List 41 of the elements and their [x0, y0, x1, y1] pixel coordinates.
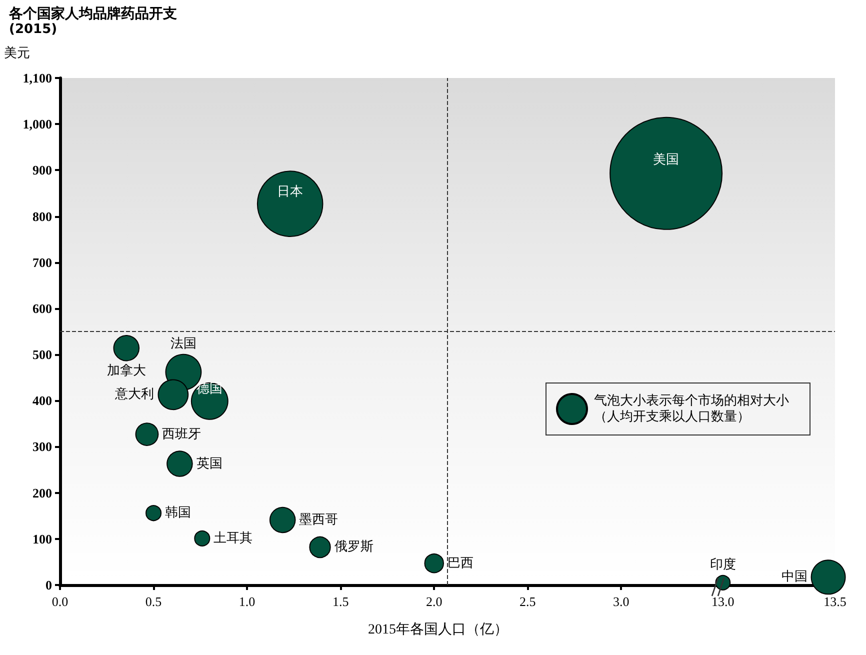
- annotation: 西班牙: [162, 426, 202, 442]
- chart-title: 各个国家人均品牌药品开支: [8, 5, 177, 22]
- x-tick-label: 1.0: [238, 594, 256, 609]
- y-tick-label: 0: [46, 578, 52, 592]
- annotation: 德国: [196, 382, 223, 397]
- y-tick-label: 1,100: [22, 70, 52, 86]
- y-tick-label: 300: [32, 439, 52, 454]
- x-tick-label: 0.5: [145, 594, 162, 609]
- y-tick-label: 900: [32, 162, 52, 178]
- annotation: 中国: [781, 570, 808, 585]
- x-tick-label: 13.0: [712, 594, 734, 609]
- annotation: 日本: [277, 184, 304, 200]
- annotation: 意大利: [114, 387, 154, 402]
- annotation: 英国: [196, 456, 222, 472]
- legend-label: 气泡大小表示每个市场的相对大小（人均开支乘以人口数量）: [594, 394, 789, 424]
- y-tick-label: 800: [32, 208, 52, 224]
- x-tick-label: 2.5: [520, 594, 536, 609]
- y-axis-title: 美元: [4, 45, 30, 61]
- x-tick-label: 3.0: [613, 594, 630, 609]
- chart-subtitle: (2015): [9, 22, 58, 37]
- annotation: 巴西: [447, 556, 474, 571]
- annotation: 美国: [653, 151, 680, 168]
- x-tick-label: 1.5: [332, 594, 349, 609]
- y-tick-label: 1,000: [22, 116, 52, 132]
- y-tick-label: 400: [32, 393, 52, 408]
- annotation: 墨西哥: [299, 512, 338, 528]
- annotation: 法国: [170, 336, 196, 352]
- y-tick-label: 100: [32, 531, 52, 546]
- annotation: 加拿大: [106, 364, 146, 379]
- x-tick-label: 13.5: [824, 594, 846, 609]
- annotation: 俄罗斯: [334, 540, 374, 555]
- annotation: 土耳其: [214, 530, 253, 546]
- x-axis-title: 2015年各国人口（亿）: [368, 622, 508, 638]
- y-tick-label: 500: [32, 347, 52, 362]
- x-tick-label: 0.0: [52, 594, 68, 609]
- x-tick-label: 2.0: [426, 594, 442, 609]
- annotation: 韩国: [165, 506, 192, 521]
- y-tick-label: 600: [32, 300, 52, 316]
- y-tick-label: 200: [32, 485, 52, 500]
- y-tick-label: 700: [32, 254, 52, 270]
- annotation: 印度: [710, 556, 736, 572]
